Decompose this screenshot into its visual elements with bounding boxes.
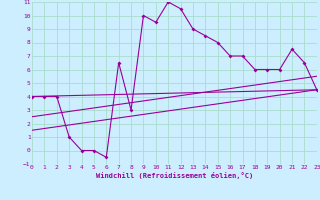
X-axis label: Windchill (Refroidissement éolien,°C): Windchill (Refroidissement éolien,°C) bbox=[96, 172, 253, 179]
